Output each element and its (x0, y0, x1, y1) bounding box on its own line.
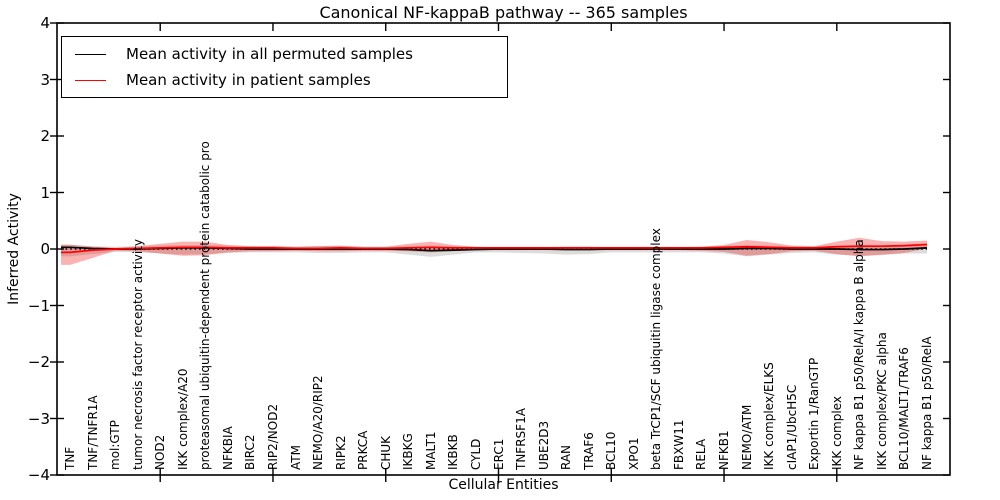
y-tick-label: −3 (27, 409, 50, 428)
x-tick-label: cIAP1/UbcH5C (784, 384, 799, 470)
y-tick-label: −2 (27, 353, 50, 371)
y-tick-label: −4 (27, 466, 50, 484)
patient-line-swatch (75, 79, 106, 81)
x-tick-label: proteasomal ubiquitin-dependent protein … (198, 141, 213, 470)
x-tick-label: PRKCA (356, 430, 371, 470)
x-tick-label: NF kappa B1 p50/RelA/I kappa B alpha (852, 239, 867, 470)
permuted-line-swatch (75, 53, 106, 55)
y-tick-label: −1 (27, 296, 50, 315)
patient-mean-line (61, 243, 928, 254)
legend-label-permuted: Mean activity in all permuted samples (126, 45, 413, 63)
y-tick-label: 4 (40, 14, 50, 32)
x-tick-label: TNF (63, 446, 77, 470)
legend-item-patient: Mean activity in patient samples (62, 71, 507, 89)
x-tick-label: NF kappa B1 p50/RelA (920, 336, 934, 470)
x-tick-label: NEMO/A20/RIP2 (311, 375, 326, 470)
x-tick-label: BCL10/MALT1/TRAF6 (897, 347, 912, 470)
y-tick-label: 0 (40, 240, 50, 258)
y-tick-label: 2 (40, 127, 50, 145)
x-tick-label: BIRC2 (243, 434, 258, 470)
x-tick-label: tumor necrosis factor receptor activity (130, 239, 145, 470)
x-tick-label: RELA (694, 438, 709, 470)
x-tick-label: TNF/TNFR1A (85, 395, 100, 470)
x-tick-label: BCL10 (604, 431, 619, 470)
x-tick-label: IKK complex (829, 396, 844, 470)
x-tick-label: Exportin 1/RanGTP (807, 357, 822, 470)
y-tick-label: 3 (40, 70, 50, 89)
x-tick-label: TRAF6 (581, 432, 596, 470)
x-tick-label: UBE2D3 (536, 420, 551, 470)
x-tick-label: CYLD (468, 438, 483, 470)
x-tick-label: NEMO/ATM (739, 404, 754, 470)
x-tick-label: mol:GTP (108, 420, 123, 470)
x-tick-label: IKBKG (401, 433, 416, 470)
x-tick-label: ATM (288, 445, 303, 470)
x-tick-label: RIP2/NOD2 (265, 403, 280, 470)
x-tick-label: XPO1 (626, 437, 641, 470)
x-tick-label: NFKBIA (220, 426, 235, 470)
x-tick-label: CHUK (378, 435, 393, 470)
chart-title: Canonical NF-kappaB pathway -- 365 sampl… (319, 3, 688, 22)
x-tick-label: IKK complex/ELKS (762, 362, 777, 470)
x-tick-label: RIPK2 (333, 435, 348, 470)
x-tick-label: NOD2 (153, 434, 168, 470)
x-tick-label: IKBKB (446, 434, 461, 470)
legend: Mean activity in all permuted samples Me… (61, 36, 508, 98)
x-tick-label: TNFRSF1A (514, 408, 529, 470)
x-tick-label: ERC1 (491, 438, 506, 470)
x-tick-label: IKK complex/A20 (175, 368, 190, 470)
x-axis-label: Cellular Entities (448, 477, 559, 493)
x-tick-label: IKK complex/PKC alpha (874, 332, 889, 470)
patient-samples-range-band (61, 237, 928, 265)
legend-label-patient: Mean activity in patient samples (126, 71, 371, 89)
x-tick-label: MALT1 (423, 431, 438, 470)
x-tick-label: FBXW11 (671, 419, 686, 471)
x-tick-label: NFKB1 (717, 430, 732, 470)
legend-item-permuted: Mean activity in all permuted samples (62, 45, 507, 63)
y-tick-label: 1 (40, 183, 50, 202)
x-tick-label: beta TrCP1/SCF ubiquitin ligase complex (649, 228, 664, 470)
x-tick-label: RAN (559, 444, 574, 470)
